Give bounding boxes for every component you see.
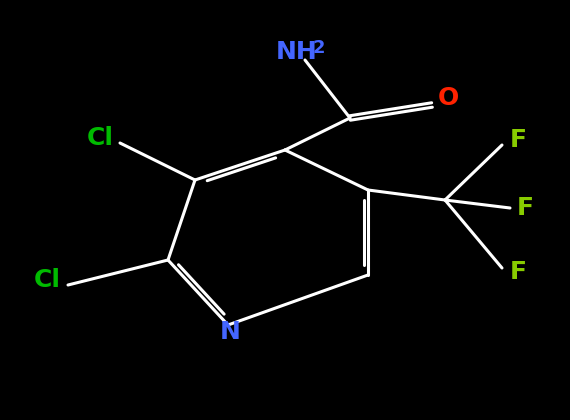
Text: N: N (219, 320, 241, 344)
Text: Cl: Cl (34, 268, 60, 292)
Text: Cl: Cl (87, 126, 113, 150)
Text: F: F (516, 196, 534, 220)
Text: NH: NH (276, 40, 318, 64)
Text: F: F (510, 260, 527, 284)
Text: O: O (437, 86, 459, 110)
Text: 2: 2 (313, 39, 325, 57)
Text: F: F (510, 128, 527, 152)
